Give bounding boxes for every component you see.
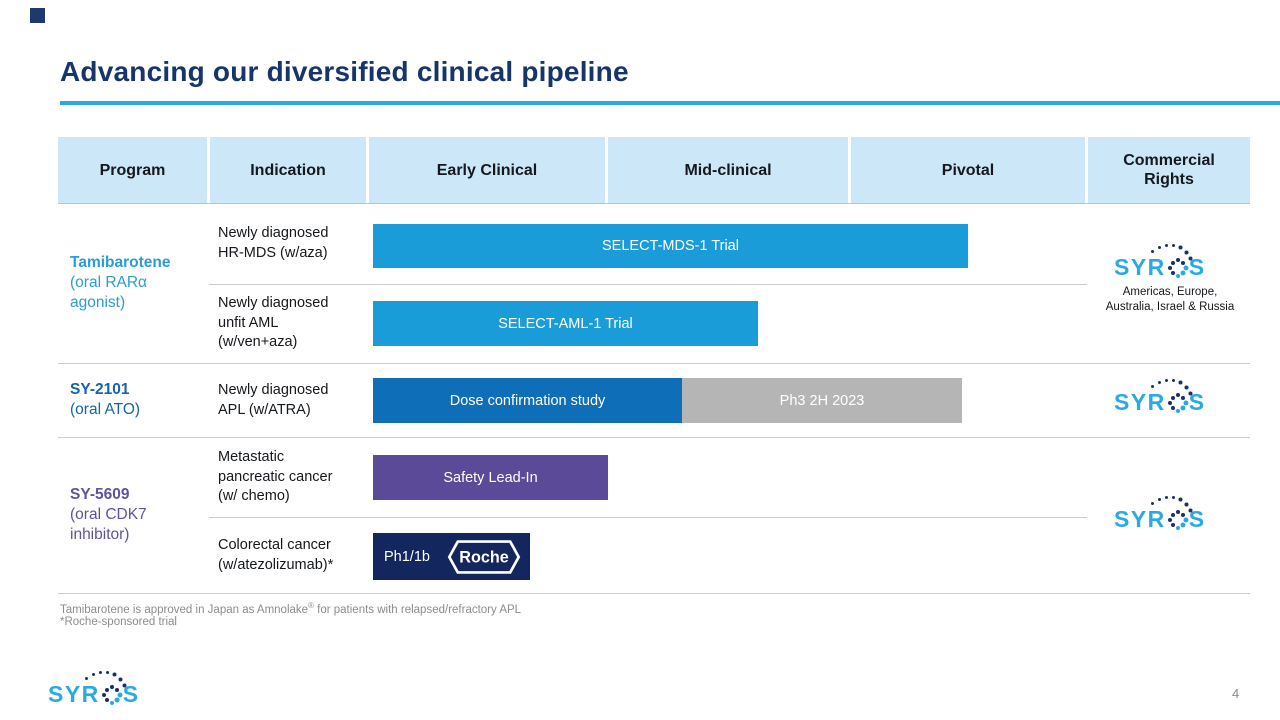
header-cell-commercial-rights: Commercial Rights xyxy=(1088,137,1250,203)
footnote-amnolake: Tamibarotene is approved in Japan as Amn… xyxy=(60,601,521,616)
program-name: SY-5609 xyxy=(70,486,130,503)
title-underline xyxy=(60,101,1280,105)
trial-bar-safety-lead-in: Safety Lead-In xyxy=(373,455,608,500)
syros-logo-text: SYR xyxy=(48,681,100,707)
trial-bar-label: SELECT-AML-1 Trial xyxy=(498,315,633,332)
syros-logo-text: S xyxy=(1188,506,1206,532)
syros-logo-text: S xyxy=(1188,254,1206,280)
trial-bar-label: Dose confirmation study xyxy=(449,392,606,409)
trial-bar-label: Ph1/1b xyxy=(384,548,430,565)
row-divider xyxy=(58,437,1250,438)
row-divider xyxy=(209,284,1087,285)
syros-logo-text: S xyxy=(1188,389,1206,415)
program-name: SY-2101 xyxy=(70,381,130,398)
trial-bar-label: Safety Lead-In xyxy=(443,469,538,486)
roche-logo-text: Roche xyxy=(459,548,508,566)
header-cell-program: Program xyxy=(58,137,207,203)
phase-bar-ph3: Ph3 2H 2023 xyxy=(682,378,962,423)
program-subtitle: (oral RARα agonist) xyxy=(70,274,148,311)
indication-text: Newly diagnosed APL (w/ATRA) xyxy=(218,382,329,418)
trial-bar-dose-confirmation: Dose confirmation study xyxy=(373,378,682,423)
trial-bar-ph1-1b: Ph1/1b Roche xyxy=(373,533,530,580)
program-name: Tamibarotene xyxy=(70,254,171,271)
dotted-o-icon xyxy=(102,685,121,704)
indication-text: Newly diagnosed HR-MDS (w/aza) xyxy=(218,225,329,261)
syros-logo-text: S xyxy=(122,681,140,707)
program-cell-sy-2101: SY-2101 (oral ATO) xyxy=(70,380,218,420)
program-subtitle: (oral CDK7 inhibitor) xyxy=(70,506,147,543)
row-divider xyxy=(58,593,1250,594)
trial-bar-select-mds-1: SELECT-MDS-1 Trial xyxy=(373,224,968,268)
dotted-o-icon xyxy=(1168,393,1187,412)
row-divider xyxy=(58,363,1250,364)
syros-logo: SYR S xyxy=(1114,250,1206,280)
phase-bar-label: Ph3 2H 2023 xyxy=(779,392,865,409)
page-title: Advancing our diversified clinical pipel… xyxy=(60,56,629,87)
header-cell-mid-clinical: Mid-clinical xyxy=(608,137,848,203)
indication-text: Newly diagnosed unfit AML (w/ven+aza) xyxy=(218,295,329,350)
program-cell-tamibarotene: Tamibarotene (oral RARα agonist) xyxy=(70,253,218,313)
corner-accent-square xyxy=(30,8,45,23)
indication-text: Colorectal cancer (w/atezolizumab)* xyxy=(218,537,334,573)
footnote-text: Tamibarotene is approved in Japan as Amn… xyxy=(60,603,309,616)
header-bottom-border xyxy=(58,203,1250,204)
header-cell-early-clinical: Early Clinical xyxy=(369,137,605,203)
trial-bar-label: SELECT-MDS-1 Trial xyxy=(602,238,739,254)
program-subtitle: (oral ATO) xyxy=(70,401,141,418)
syros-logo: SYR S xyxy=(1114,502,1206,532)
footnote-roche-sponsored: *Roche-sponsored trial xyxy=(60,616,177,628)
dotted-o-icon xyxy=(1168,258,1187,277)
footnote-text: for patients with relapsed/refractory AP… xyxy=(313,603,522,616)
dotted-o-icon xyxy=(1168,510,1187,529)
indication-text: Metastatic pancreatic cancer (w/ chemo) xyxy=(218,449,333,504)
trial-bar-select-aml-1: SELECT-AML-1 Trial xyxy=(373,301,758,346)
registered-mark: ® xyxy=(308,601,314,610)
syros-logo-text: SYR xyxy=(1114,506,1166,532)
syros-logo: SYR S xyxy=(1114,385,1206,415)
syros-logo-text: SYR xyxy=(1114,389,1166,415)
roche-logo-icon: Roche xyxy=(447,539,521,574)
page-number: 4 xyxy=(1232,686,1240,701)
syros-footer-logo: SYR S xyxy=(48,677,140,707)
syros-logo-text: SYR xyxy=(1114,254,1166,280)
header-cell-indication: Indication xyxy=(210,137,366,203)
row-divider xyxy=(209,517,1087,518)
program-cell-sy-5609: SY-5609 (oral CDK7 inhibitor) xyxy=(70,485,218,545)
commercial-regions: Americas, Europe, Australia, Israel & Ru… xyxy=(1105,286,1235,313)
header-cell-pivotal: Pivotal xyxy=(851,137,1085,203)
